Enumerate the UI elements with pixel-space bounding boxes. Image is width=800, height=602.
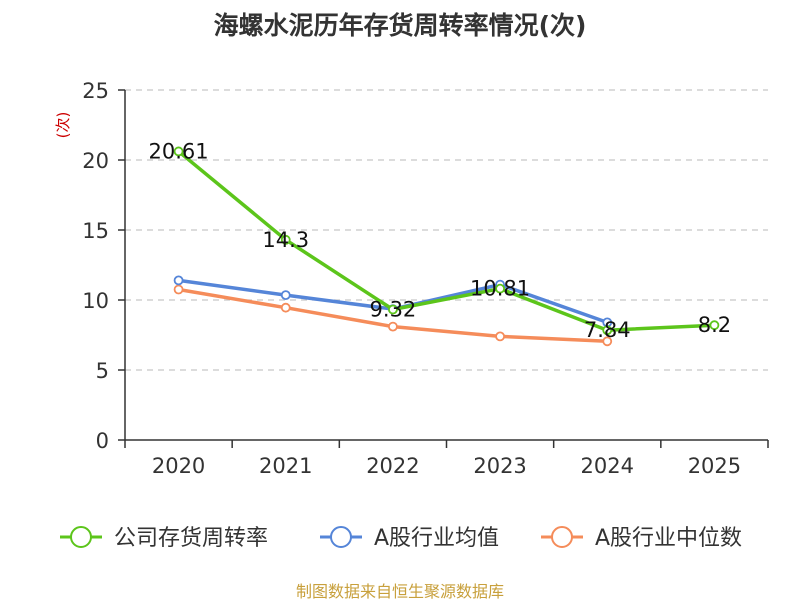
data-label: 7.84	[584, 318, 631, 342]
data-labels: 20.61 14.3 9.32 10.81 7.84 8.2	[149, 139, 732, 342]
data-label: 8.2	[698, 313, 731, 337]
y-axis-unit-label: (次)	[54, 112, 72, 139]
y-tick-label: 25	[82, 79, 109, 103]
data-label: 9.32	[370, 298, 417, 322]
series-line	[177, 150, 715, 332]
data-point	[173, 275, 184, 286]
data-point	[280, 234, 291, 245]
data-label: 14.3	[262, 228, 309, 252]
legend: 公司存货周转率 A股行业均值 A股行业中位数	[60, 526, 742, 551]
data-point	[495, 331, 505, 342]
data-point	[709, 320, 720, 331]
y-tick-label: 5	[96, 359, 109, 383]
legend-label: A股行业中位数	[595, 526, 742, 551]
x-tick-label: 2023	[473, 454, 526, 478]
x-tick-label: 2024	[581, 454, 634, 478]
x-tick-label: 2020	[152, 454, 205, 478]
series-layer	[173, 146, 720, 347]
data-point	[602, 336, 613, 347]
y-tick-label: 0	[96, 429, 109, 453]
legend-marker	[551, 526, 573, 548]
data-point	[388, 304, 398, 315]
y-tick-label: 10	[82, 289, 109, 313]
data-point	[173, 146, 184, 157]
data-label: 20.61	[149, 139, 209, 163]
x-tick-label: 2021	[259, 454, 312, 478]
data-source-note: 制图数据来自恒生聚源数据库	[295, 582, 504, 601]
legend-marker	[330, 526, 352, 548]
x-tick-label: 2022	[366, 454, 419, 478]
y-tick-label: 15	[82, 219, 109, 243]
y-tick-label: 20	[82, 149, 109, 173]
x-tick-label: 2025	[688, 454, 741, 478]
data-point	[280, 290, 291, 301]
legend-marker	[70, 526, 92, 548]
data-point	[495, 283, 505, 294]
data-label: 10.81	[470, 277, 530, 301]
data-point	[280, 302, 291, 313]
data-point	[173, 284, 184, 295]
data-point	[388, 321, 398, 332]
data-point	[602, 325, 613, 336]
chart-title: 海螺水泥历年存货周转率情况(次)	[213, 11, 587, 40]
legend-label: A股行业均值	[374, 526, 499, 551]
legend-label: 公司存货周转率	[114, 526, 268, 551]
